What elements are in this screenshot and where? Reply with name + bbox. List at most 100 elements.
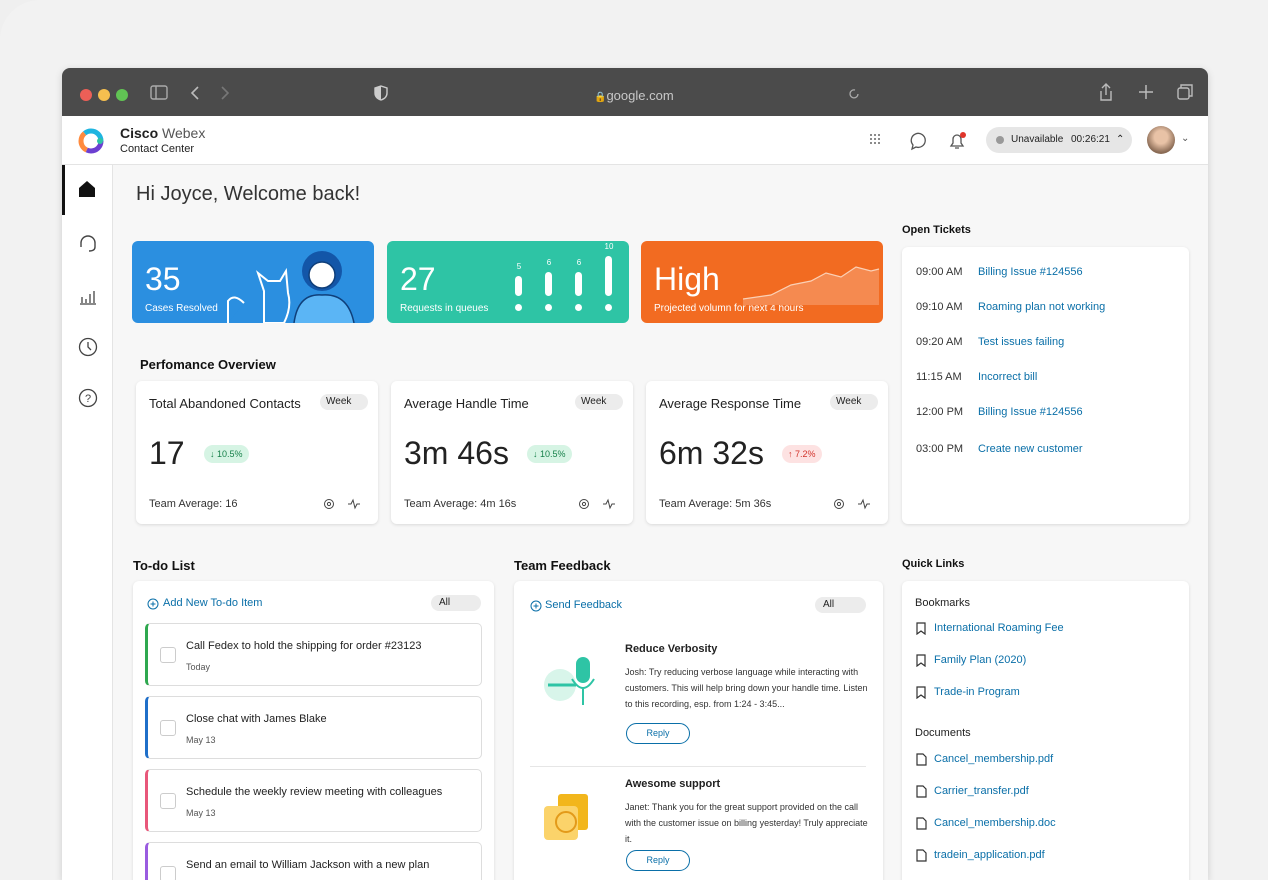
period[interactable]: Week	[581, 396, 607, 407]
ticket-link[interactable]: Roaming plan not working	[978, 301, 1106, 313]
change-badge: ↓ 10.5%	[527, 445, 572, 463]
zoom-button[interactable]	[116, 89, 128, 101]
bookmark-link[interactable]: Family Plan (2020)	[934, 654, 1027, 666]
metric-card: Total Abandoned Contacts Week 17 ↓ 10.5% Tea…	[136, 381, 378, 524]
feedback-body: Janet: Thank you for the great support p…	[625, 802, 868, 844]
greeting: Hi Joyce, Welcome back!	[136, 183, 361, 205]
todo-item: Schedule the weekly review meeting with …	[145, 769, 482, 832]
period[interactable]: Week	[326, 396, 352, 407]
avatar-caret[interactable]: ⌄	[1181, 133, 1190, 144]
reply-button[interactable]: Reply	[626, 850, 690, 871]
todo-text: Close chat with James Blake	[186, 713, 327, 725]
filter[interactable]: All	[815, 597, 866, 613]
browser-window: 🔒google.com Cisco Webex Contact Center U…	[62, 68, 1208, 880]
section-title: Team Feedback	[514, 558, 611, 573]
filter-value[interactable]: All	[439, 597, 451, 608]
product-name: Webex	[162, 125, 206, 141]
send-icon	[530, 599, 542, 617]
summary-value: 35	[145, 261, 181, 297]
summary-label: Cases Resolved	[145, 303, 218, 314]
change-badge: ↓ 10.5%	[204, 445, 249, 463]
period-filter[interactable]: Week	[830, 394, 878, 410]
illustration	[224, 241, 374, 323]
todo-card: Add New To-do Item All Call Fedex to hold …	[133, 581, 494, 880]
period-filter[interactable]: Week	[320, 394, 368, 410]
minimize-button[interactable]	[98, 89, 110, 101]
document-link[interactable]: Cancel_membership.doc	[934, 817, 1056, 829]
filter-value[interactable]: All	[823, 599, 835, 610]
avatar[interactable]	[1147, 126, 1175, 154]
browser-toolbar: 🔒google.com	[62, 68, 1208, 116]
ticket-time: 09:20 AM	[916, 336, 963, 348]
channel-icon	[605, 304, 612, 311]
checkbox[interactable]	[160, 793, 176, 809]
team-average: Team Average: 4m 16s	[404, 498, 517, 510]
reply-button[interactable]: Reply	[626, 723, 690, 744]
share-tab-icons[interactable]	[1098, 82, 1198, 102]
ticket-link[interactable]: Create new customer	[978, 443, 1083, 455]
todo-date: May 13	[186, 808, 216, 818]
feedback-card: Send Feedback All Reduce Verbosity Josh: Tr…	[514, 581, 883, 880]
add-icon	[147, 597, 159, 615]
metric-title: Average Handle Time	[404, 396, 529, 411]
metric-title: Average Response Time	[659, 396, 802, 411]
product-subtitle: Contact Center	[120, 143, 194, 155]
status-pill[interactable]: Unavailable 00:26:21 ⌃	[986, 127, 1132, 153]
todo-text: Send an email to William Jackson with a …	[186, 859, 430, 871]
ticket-link[interactable]: Billing Issue #124556	[978, 266, 1083, 278]
close-button[interactable]	[80, 89, 92, 101]
feedback-body: Josh: Try reducing verbose language whil…	[625, 667, 868, 709]
checkbox[interactable]	[160, 866, 176, 880]
metric-value: 3m 46s	[404, 435, 509, 471]
document-link[interactable]: Carrier_transfer.pdf	[934, 785, 1029, 797]
ticket-link[interactable]: Test issues failing	[978, 336, 1065, 348]
subheading: Bookmarks	[915, 597, 971, 609]
address-bar[interactable]: 🔒google.com	[594, 88, 674, 103]
period-filter[interactable]: Week	[575, 394, 623, 410]
url[interactable]: google.com	[606, 88, 674, 103]
team-average: Team Average: 16	[149, 498, 238, 510]
change-badge: ↑ 7.2%	[782, 445, 822, 463]
tickets-card: 09:00 AM Billing Issue #124556 09:10 AM Roa…	[902, 247, 1189, 524]
bar-label: 10	[604, 242, 614, 251]
period[interactable]: Week	[836, 396, 862, 407]
document-link[interactable]: tradein_application.pdf	[934, 849, 1045, 861]
checkbox[interactable]	[160, 720, 176, 736]
document-link[interactable]: Cancel_membership.pdf	[934, 753, 1054, 765]
feedback-illustration	[538, 649, 602, 718]
bookmark-icon	[916, 686, 927, 704]
todo-text: Call Fedex to hold the shipping for orde…	[186, 640, 422, 652]
document-icon	[916, 849, 927, 867]
ticket-link[interactable]: Billing Issue #124556	[978, 406, 1083, 418]
webex-logo	[78, 128, 104, 154]
summary-card[interactable]: 35 Cases Resolved	[132, 241, 374, 323]
nav-icons[interactable]: ?	[77, 179, 99, 429]
send-feedback[interactable]: Send Feedback	[545, 599, 623, 611]
bookmark-link[interactable]: International Roaming Fee	[934, 622, 1064, 634]
metric-card: Average Response Time Week 6m 32s ↑ 7.2% Tea…	[646, 381, 888, 524]
bookmark-link[interactable]: Trade-in Program	[934, 686, 1020, 698]
summary-card[interactable]: 27 Requests in queues 5 6 6 10	[387, 241, 629, 323]
summary-label: Projected volumn for next 4 hours	[654, 303, 804, 314]
header-icons[interactable]	[868, 132, 978, 152]
filter[interactable]: All	[431, 595, 481, 611]
add-todo[interactable]: Add New To-do Item	[163, 597, 263, 609]
toolbar-icons[interactable]	[150, 84, 300, 102]
summary-card[interactable]: High Projected volumn for next 4 hours	[641, 241, 883, 323]
queue-bar	[545, 272, 552, 296]
metric-card: Average Handle Time Week 3m 46s ↓ 10.5% Team…	[391, 381, 633, 524]
ticket-link[interactable]: Incorrect bill	[978, 371, 1038, 383]
metric-value: 17	[149, 435, 185, 471]
team-average: Team Average: 5m 36s	[659, 498, 772, 510]
status: Unavailable	[1011, 134, 1064, 145]
reload-icon[interactable]	[848, 88, 860, 100]
section-title: Perfomance Overview	[140, 357, 276, 372]
main: Hi Joyce, Welcome back! Perfomance Overv…	[62, 68, 1208, 880]
timer: 00:26:21	[1071, 134, 1110, 145]
subheading: Documents	[915, 727, 971, 739]
feedback-illustration	[538, 784, 602, 853]
todo-date: May 13	[186, 735, 216, 745]
checkbox[interactable]	[160, 647, 176, 663]
brand: Cisco Webex	[120, 125, 205, 141]
